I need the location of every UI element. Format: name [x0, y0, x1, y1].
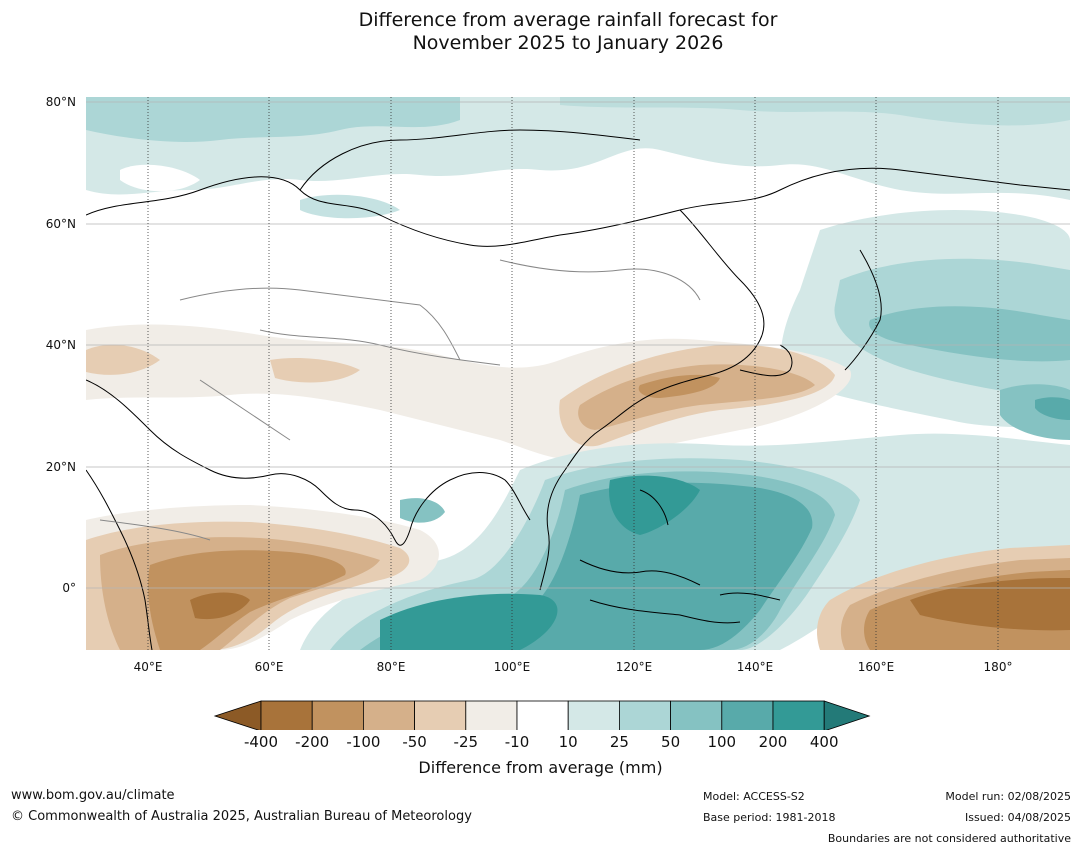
- anomaly-africa-dry: [86, 505, 439, 650]
- colorbar-tick-label: 100: [707, 733, 737, 751]
- footer-website: www.bom.gov.au/climate: [11, 788, 175, 803]
- lon-label-100e: 100°E: [493, 660, 531, 674]
- lat-label-0: 0°: [62, 581, 76, 595]
- lon-label-180: 180°: [983, 660, 1013, 674]
- chart-title: Difference from average rainfall forecas…: [0, 9, 1081, 55]
- colorbar-extend-high: [823, 700, 871, 730]
- colorbar-tick-label: 400: [809, 733, 839, 751]
- footer-base-period: Base period: 1981-2018: [703, 811, 836, 824]
- colorbar-swatch: [414, 700, 467, 730]
- colorbar-swatch: [670, 700, 723, 730]
- anomaly-subtropical-dry: [86, 324, 852, 461]
- lat-label-80n: 80°N: [45, 95, 76, 109]
- colorbar-swatch: [721, 700, 774, 730]
- lon-label-140e: 140°E: [736, 660, 774, 674]
- colorbar-swatch: [362, 700, 415, 730]
- colorbar-tick-label: 50: [661, 733, 681, 751]
- footer-disclaimer: Boundaries are not considered authoritat…: [827, 832, 1071, 845]
- colorbar-tick-label: -200: [295, 733, 330, 751]
- colorbar: [213, 700, 871, 730]
- lat-label-20n: 20°N: [45, 460, 76, 474]
- footer-model: Model: ACCESS-S2: [703, 790, 805, 803]
- colorbar-swatch: [260, 700, 313, 730]
- title-line-1: Difference from average rainfall forecas…: [358, 9, 778, 31]
- lat-label-60n: 60°N: [45, 217, 76, 231]
- lon-label-80e: 80°E: [376, 660, 406, 674]
- colorbar-tick-label: 10: [558, 733, 578, 751]
- coastlines: [86, 129, 1070, 650]
- colorbar-tick-label: -25: [453, 733, 479, 751]
- colorbar-tick-label: -400: [243, 733, 279, 751]
- lon-label-60e: 60°E: [254, 660, 284, 674]
- colorbar-swatch: [465, 700, 518, 730]
- lon-label-120e: 120°E: [615, 660, 653, 674]
- lon-label-160e: 160°E: [857, 660, 895, 674]
- footer-model-run: Model run: 02/08/2025: [945, 790, 1071, 803]
- lat-label-40n: 40°N: [45, 338, 76, 352]
- anomaly-east-pacific-dry: [817, 545, 1070, 650]
- lon-label-40e: 40°E: [133, 660, 163, 674]
- colorbar-extend-low: [213, 700, 262, 730]
- colorbar-tick-label: 25: [609, 733, 629, 751]
- colorbar-tick-label: -100: [346, 733, 381, 751]
- anomaly-maritime-wet: [300, 433, 1070, 650]
- footer-issued: Issued: 04/08/2025: [964, 811, 1071, 824]
- colorbar-swatch: [619, 700, 672, 730]
- title-line-2: November 2025 to January 2026: [412, 32, 724, 54]
- colorbar-title: Difference from average (mm): [418, 758, 663, 777]
- footer-copyright: © Commonwealth of Australia 2025, Austra…: [11, 809, 472, 824]
- colorbar-swatch: [772, 700, 825, 730]
- colorbar-tick-label: -10: [504, 733, 530, 751]
- colorbar-tick-label: -50: [402, 733, 427, 751]
- colorbar-swatch: [311, 700, 364, 730]
- rainfall-map: [86, 97, 1070, 650]
- colorbar-swatch: [567, 700, 620, 730]
- colorbar-tick-label: 200: [758, 733, 788, 751]
- graticule: [86, 97, 1070, 650]
- colorbar-swatch: [516, 700, 569, 730]
